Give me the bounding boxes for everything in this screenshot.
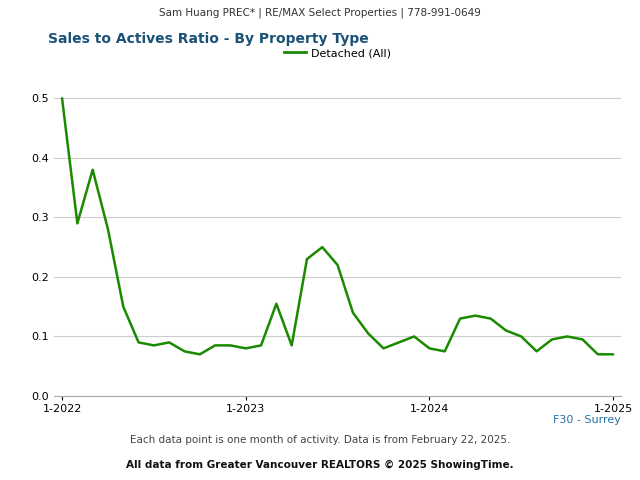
Text: Each data point is one month of activity. Data is from February 22, 2025.: Each data point is one month of activity… <box>130 435 510 445</box>
Text: All data from Greater Vancouver REALTORS © 2025 ShowingTime.: All data from Greater Vancouver REALTORS… <box>126 460 514 469</box>
Legend: Detached (All): Detached (All) <box>279 44 396 63</box>
Text: F30 - Surrey: F30 - Surrey <box>553 415 621 425</box>
Text: Sam Huang PREC* | RE/MAX Select Properties | 778-991-0649: Sam Huang PREC* | RE/MAX Select Properti… <box>159 8 481 18</box>
Text: Sales to Actives Ratio - By Property Type: Sales to Actives Ratio - By Property Typ… <box>48 32 369 46</box>
